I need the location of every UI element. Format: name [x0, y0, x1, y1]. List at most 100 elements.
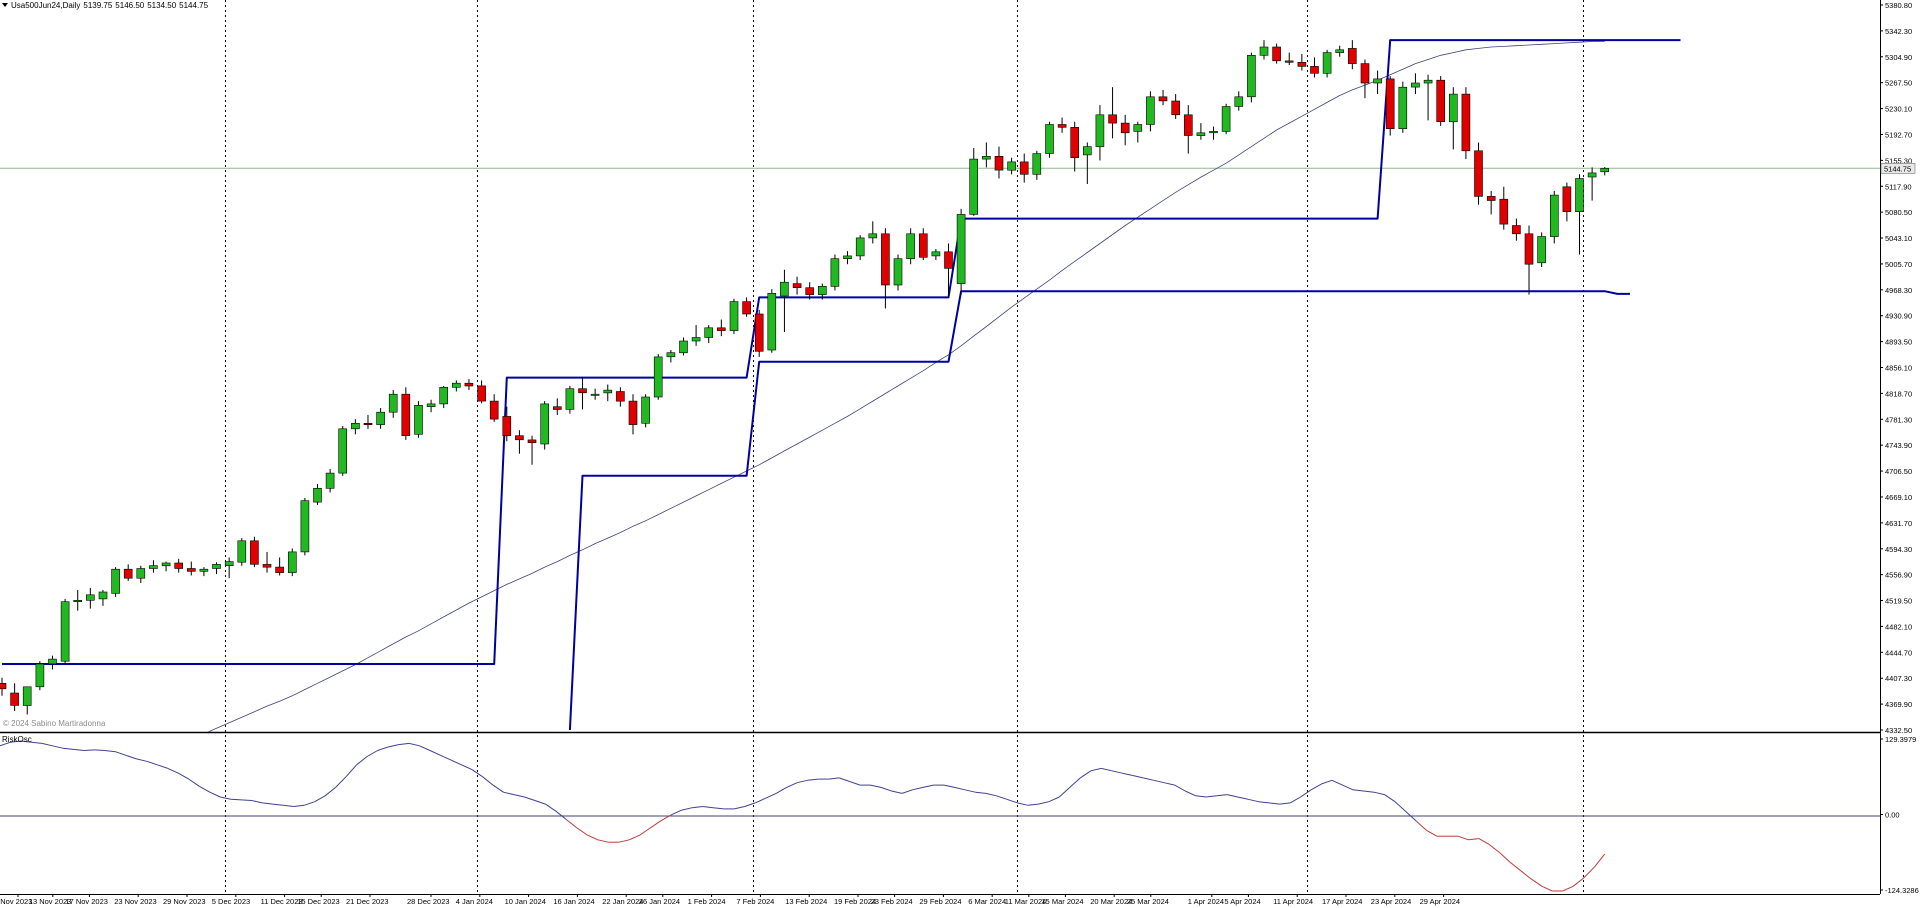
price-tick-label: 5304.90 [1885, 53, 1912, 62]
candle-body-bull [1575, 178, 1584, 213]
oscillator-segment [1489, 844, 1501, 854]
oscillator-segment [1352, 789, 1364, 792]
candle [212, 562, 221, 575]
candle [1146, 91, 1155, 132]
candle [136, 565, 146, 584]
candle-body-bear [1171, 100, 1180, 116]
candle-body-bear [944, 251, 953, 269]
candle [401, 387, 411, 440]
candle [174, 558, 183, 573]
osc-tick-label: -124.3286 [1885, 886, 1919, 895]
candle-body-bull [1209, 131, 1218, 134]
candle-body-bull [351, 422, 360, 430]
oscillator-segment [83, 749, 95, 751]
oscillator-segment [94, 749, 105, 751]
candle-body-bear [616, 391, 625, 402]
price-tick-label: 5267.50 [1885, 79, 1912, 88]
candle-body-bull [439, 386, 449, 405]
oscillator-segment [1122, 772, 1133, 776]
oscillator-segment [304, 801, 315, 806]
candle [250, 536, 259, 568]
oscillator-segment [1069, 777, 1081, 788]
oscillator-segment [146, 760, 158, 766]
candle [1499, 186, 1509, 230]
oscillator-segment [230, 798, 242, 801]
price-tick-label: 4930.90 [1885, 312, 1912, 321]
chart-header: Usa500Jun24,Daily 5139.75 5146.50 5134.50 51… [0, 1, 211, 10]
candle [729, 298, 739, 335]
candle-body-bull [149, 565, 158, 569]
oscillator-segment [1373, 791, 1385, 796]
candle-body-bull [237, 540, 247, 563]
oscillator-segment [786, 782, 798, 788]
time-tick-label: 20 Mar 2024 [1090, 897, 1132, 906]
candle-body-bull [691, 337, 701, 342]
candle-body-bull [540, 403, 550, 445]
price-tick-label: 4669.10 [1885, 493, 1912, 502]
candle [224, 557, 234, 579]
candle-body-bull [1322, 52, 1332, 74]
oscillator-segment [440, 754, 452, 761]
oscillator-segment [157, 764, 168, 769]
candle-body-bull [1083, 146, 1092, 156]
candle [1398, 81, 1408, 133]
oscillator-segment [1279, 802, 1291, 805]
candle-body-bull [1550, 194, 1559, 237]
candle-body-bull [969, 158, 979, 215]
oscillator-segment [188, 778, 200, 787]
candle [1247, 52, 1256, 103]
oscillator-segment [366, 750, 378, 757]
price-tick-label: 4818.70 [1885, 389, 1912, 398]
candle-body-bull [1398, 86, 1408, 129]
candle [1019, 153, 1029, 183]
candle [313, 484, 322, 505]
oscillator-segment [283, 804, 294, 807]
candle [10, 683, 19, 711]
oscillator-segment [136, 758, 147, 762]
candle [477, 380, 486, 404]
candle-body-bull [830, 258, 840, 287]
candle [1120, 114, 1130, 146]
time-tick-label: 21 Dec 2023 [346, 897, 389, 906]
candle-body-bear [1348, 48, 1357, 64]
oscillator-segment [1572, 877, 1585, 887]
candle [1057, 117, 1067, 133]
oscillator-segment [1300, 789, 1312, 798]
oscillator-segment [1468, 838, 1479, 841]
candle [603, 384, 613, 402]
oscillator-segment [482, 776, 494, 786]
oscillator-segment [1499, 852, 1511, 863]
candle-body-bull [1411, 82, 1420, 88]
candle-body-bull [325, 472, 335, 489]
candle-body-bear [489, 400, 499, 420]
candle [653, 354, 663, 400]
oscillator-segment [1562, 885, 1574, 892]
oscillator-segment [849, 781, 861, 786]
oscillator-segment [52, 745, 64, 749]
price-tick-label: 5155.30 [1885, 156, 1912, 165]
oscillator-segment [419, 745, 431, 751]
oscillator-segment [1206, 795, 1217, 798]
price-tick-label: 4369.90 [1885, 700, 1912, 709]
low-value: 5134.50 [147, 1, 177, 10]
candle [48, 655, 57, 670]
price-tick-label: 4631.70 [1885, 519, 1912, 528]
candle [982, 142, 991, 168]
price-tick-label: 4519.50 [1885, 597, 1912, 606]
candle-body-bear [502, 416, 512, 437]
candle [237, 538, 247, 566]
candle-body-bear [1284, 60, 1294, 63]
price-tick-label: 4968.30 [1885, 286, 1912, 295]
candle-body-bear [1310, 66, 1319, 74]
price-tick-label: 5080.50 [1885, 208, 1912, 217]
candle [1512, 218, 1521, 241]
candle-body-bear [1436, 79, 1445, 122]
time-tick-label: 10 Jan 2024 [505, 897, 546, 906]
oscillator-segment [1090, 767, 1102, 772]
candle-body-bull [1423, 79, 1433, 84]
collapse-arrow-icon[interactable] [2, 3, 8, 8]
candle-body-bull [893, 258, 903, 286]
oscillator-segment [734, 806, 745, 810]
oscillator-segment [912, 786, 924, 791]
